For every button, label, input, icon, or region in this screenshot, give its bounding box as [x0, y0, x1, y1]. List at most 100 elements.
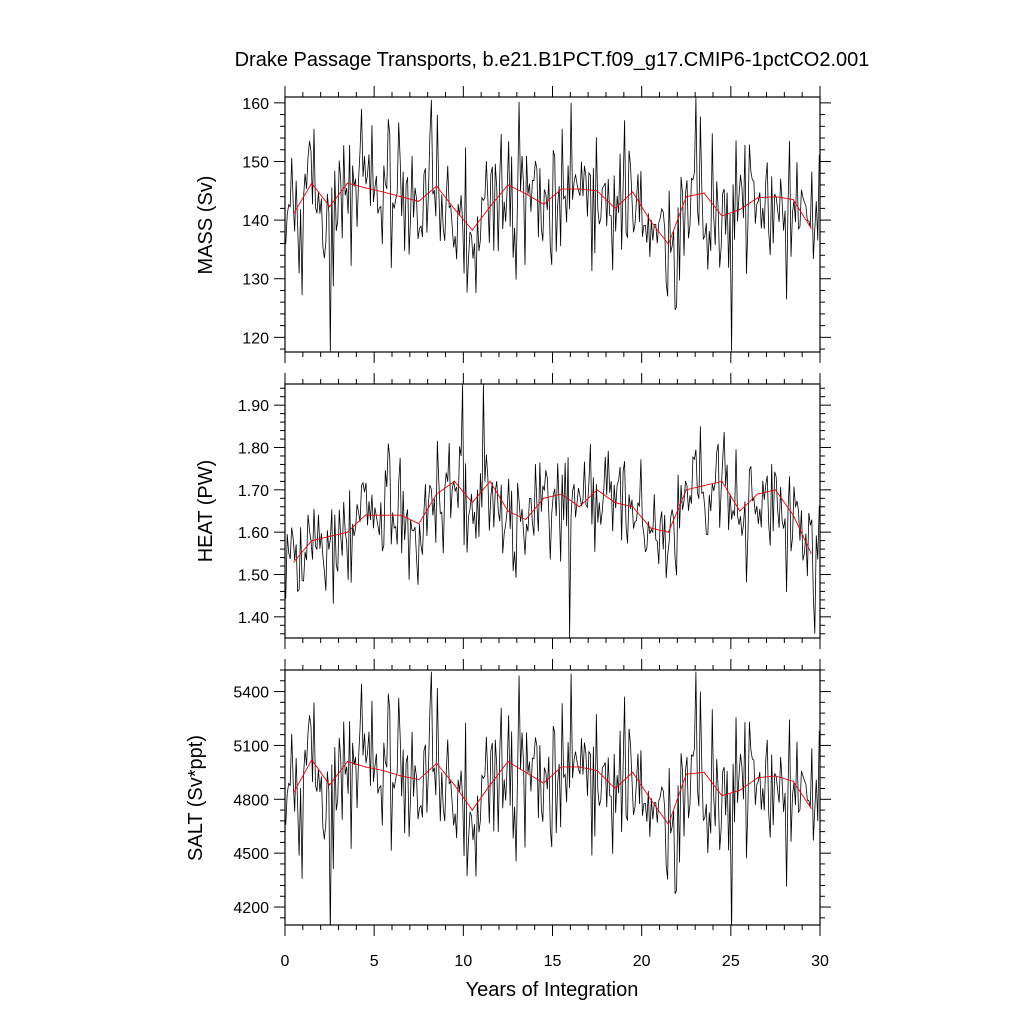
salt-annual-mean-point [293, 791, 295, 793]
salt-annual-mean-point [542, 782, 545, 784]
salt-annual-mean-point [435, 762, 438, 764]
salt-annual-mean-point [489, 784, 491, 786]
heat-annual-mean-point [382, 514, 384, 516]
x-axis-label: Years of Integration [466, 979, 639, 1001]
heat-annual-mean-point [400, 514, 402, 516]
heat-annual-mean-point [649, 527, 652, 529]
heat-annual-mean-point [667, 531, 670, 533]
heat-annual-mean-point [471, 501, 473, 504]
mass-annual-mean-point [382, 191, 384, 193]
heat-annual-mean-point [739, 510, 741, 512]
heat-annual-mean-point [810, 552, 812, 554]
heat-annual-mean-point [596, 489, 598, 491]
x-tick-label: 20 [633, 953, 651, 970]
heat-annual-mean-point [507, 510, 509, 512]
heat-y-tick-label: 1.80 [238, 441, 269, 458]
mass-annual-mean-point [489, 206, 491, 208]
salt-annual-mean-point [632, 771, 634, 773]
heat-annual-mean-point [792, 514, 794, 516]
heat-annual-mean-point [632, 506, 634, 508]
panel-heat: HEAT (PW) 1.40 1.50 1.60 1.70 1.80 1.90 [195, 373, 831, 649]
heat-y-axis-label: HEAT (PW) [195, 460, 217, 563]
heat-annual-mean-point [721, 480, 723, 482]
heat-annual-mean-point [435, 493, 438, 495]
salt-annual-mean-point [507, 760, 509, 763]
mass-annual-mean-point [774, 196, 777, 198]
mass-monthly-series-line [285, 97, 820, 352]
x-tick-label: 30 [811, 953, 829, 970]
salt-annual-mean-point [578, 766, 580, 768]
salt-annual-mean-point [721, 795, 723, 797]
mass-annual-mean-point [578, 188, 580, 190]
mass-annual-mean-point [649, 220, 652, 222]
mass-annual-mean-point [614, 207, 616, 209]
mass-annual-mean-point [596, 190, 598, 192]
mass-annual-mean-point [346, 182, 349, 184]
heat-y-tick-label: 1.70 [238, 483, 269, 500]
salt-y-tick-label: 4500 [233, 846, 269, 863]
salt-annual-mean-point [382, 769, 384, 772]
mass-y-tick-label: 130 [242, 272, 269, 289]
heat-y-tick-label: 1.50 [238, 568, 269, 585]
heat-annual-mean-point [560, 493, 563, 495]
heat-annual-mean-point [346, 531, 349, 533]
chart-title: Drake Passage Transports, b.e21.B1PCT.f0… [235, 49, 870, 71]
x-tick-label: 0 [281, 953, 290, 970]
heat-y-tick-label: 1.90 [238, 398, 269, 415]
mass-annual-mean-point [667, 243, 670, 245]
mass-annual-mean-point [756, 197, 759, 199]
salt-annual-mean-point [525, 771, 527, 773]
heat-annual-mean-point [756, 493, 759, 495]
salt-y-tick-label: 5400 [233, 685, 269, 702]
heat-annual-mean-point [542, 497, 545, 499]
heat-annual-mean-point [614, 501, 616, 504]
salt-annual-mean-point [792, 780, 794, 782]
heat-annual-mean-point [489, 480, 491, 482]
mass-annual-mean-point [471, 229, 473, 231]
salt-annual-mean-point [703, 771, 705, 773]
mass-y-axis-label: MASS (Sv) [195, 176, 217, 275]
heat-annual-mean-point [453, 480, 456, 482]
heat-annual-mean-line [293, 480, 812, 563]
x-tick-label: 25 [722, 953, 740, 970]
salt-annual-mean-point [756, 777, 759, 779]
salt-annual-mean-point [667, 823, 670, 826]
salt-annual-mean-point [685, 773, 687, 775]
mass-annual-mean-point [293, 212, 295, 214]
x-tick-label: 10 [454, 953, 472, 970]
salt-annual-mean-point [346, 760, 349, 763]
mass-annual-mean-point [507, 184, 509, 186]
salt-annual-mean-point [614, 787, 616, 790]
mass-y-tick-label: 120 [242, 330, 269, 347]
mass-annual-mean-point [739, 208, 741, 211]
mass-y-tick-label: 160 [242, 96, 269, 113]
mass-annual-mean-point [400, 196, 402, 198]
mass-annual-mean-point [328, 206, 331, 208]
salt-annual-mean-point [810, 807, 812, 809]
heat-annual-mean-point [703, 485, 705, 487]
mass-annual-mean-point [810, 227, 812, 229]
salt-annual-mean-point [418, 778, 420, 781]
salt-annual-mean-line [293, 758, 812, 826]
salt-y-tick-label: 4800 [233, 792, 269, 809]
salt-annual-mean-point [400, 775, 402, 777]
mass-annual-mean-point [792, 198, 794, 201]
salt-annual-mean-point [649, 798, 652, 800]
mass-annual-mean-point [685, 196, 687, 198]
mass-annual-mean-point [435, 185, 438, 187]
heat-annual-mean-point [293, 561, 295, 563]
salt-annual-mean-point [364, 766, 366, 768]
heat-y-tick-label: 1.60 [238, 525, 269, 542]
mass-annual-mean-point [453, 208, 456, 210]
salt-annual-mean-point [328, 784, 331, 786]
heat-annual-mean-point [364, 514, 366, 516]
heat-annual-mean-point [328, 535, 331, 538]
mass-annual-mean-point [364, 187, 366, 189]
heat-annual-mean-point [311, 540, 313, 542]
heat-annual-mean-point [525, 518, 527, 521]
salt-annual-mean-point [739, 789, 741, 791]
mass-annual-mean-point [703, 192, 705, 194]
mass-annual-mean-point [721, 215, 723, 217]
mass-y-tick-label: 140 [242, 213, 269, 230]
